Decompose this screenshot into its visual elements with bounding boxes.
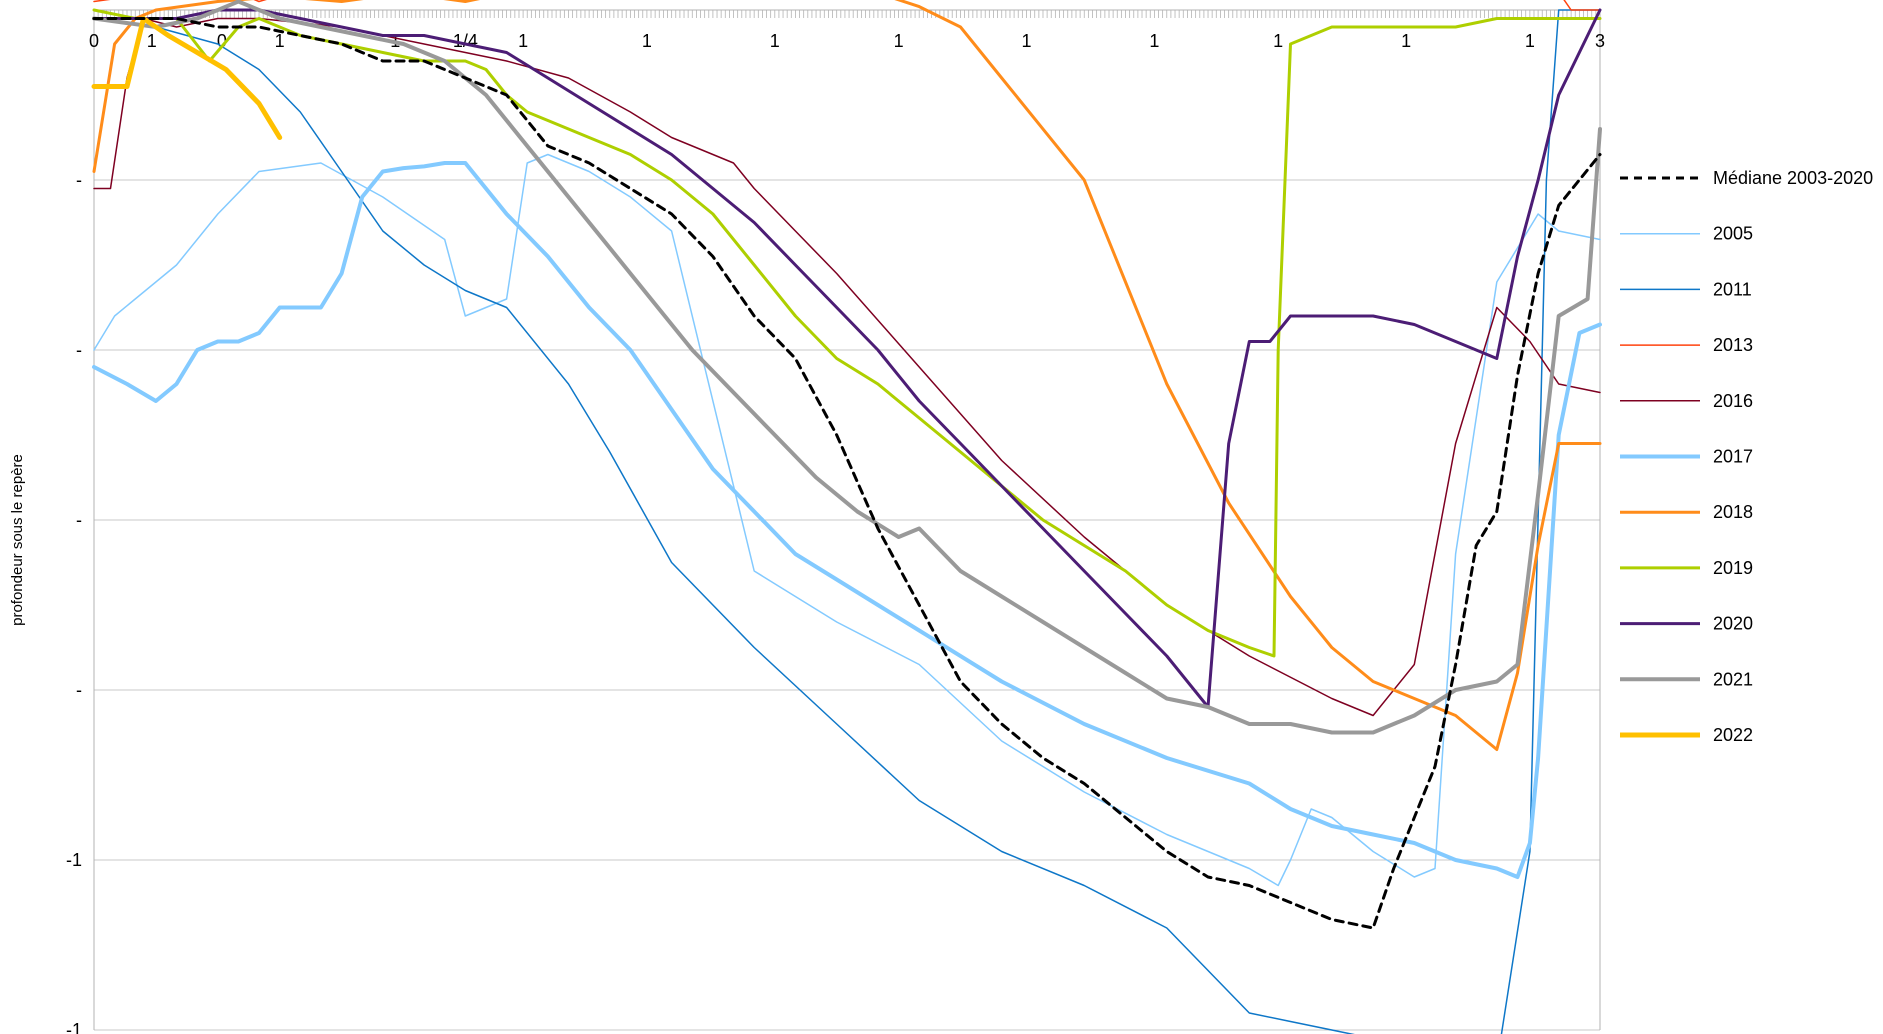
legend-label: 2018 bbox=[1713, 502, 1753, 522]
x-tick-label: 1 bbox=[894, 31, 904, 51]
y-tick-labels: - - - - -1 -1 bbox=[66, 170, 82, 1034]
series-line-2020 bbox=[92, 8, 1602, 709]
y-tick-label: -1 bbox=[66, 850, 82, 870]
series-line-2017 bbox=[92, 161, 1602, 879]
x-tick-label: 1 bbox=[518, 31, 528, 51]
legend-label: Médiane 2003-2020 bbox=[1713, 168, 1873, 188]
legend-label: 2022 bbox=[1713, 725, 1753, 745]
x-tick-label: 1 bbox=[1401, 31, 1411, 51]
x-tick-label: 1 bbox=[147, 31, 157, 51]
legend: Médiane 2003-2020 2005 2011 2013 2016 2017 201… bbox=[1620, 168, 1873, 745]
series-line-2022 bbox=[91, 16, 283, 140]
x-minor-ticks bbox=[93, 10, 1601, 18]
series-line-2019 bbox=[92, 8, 1602, 658]
y-axis-title: profondeur sous le repère bbox=[9, 454, 26, 626]
series-line-2016 bbox=[93, 17, 1601, 717]
series-line-2013 bbox=[93, 0, 1601, 11]
series-line-m-diane-2003-2020 bbox=[92, 17, 1602, 930]
x-tick-label: 0 bbox=[217, 31, 227, 51]
grid bbox=[93, 9, 1601, 1031]
legend-label: 2020 bbox=[1713, 614, 1753, 634]
y-tick-label: -1 bbox=[66, 1020, 82, 1034]
x-tick-label: 1 bbox=[1273, 31, 1283, 51]
x-tick-label: 1 bbox=[1149, 31, 1159, 51]
x-tick-label: 1 bbox=[642, 31, 652, 51]
legend-label: 2013 bbox=[1713, 335, 1753, 355]
series-line-2011 bbox=[93, 9, 1601, 1034]
x-tick-label: 0 bbox=[89, 31, 99, 51]
series-lines bbox=[91, 0, 1602, 1034]
series-line-2021 bbox=[92, 0, 1602, 735]
y-tick-label: - bbox=[76, 510, 82, 530]
x-tick-labels: 0 1 0 1 1 1/4 1 1 1 1 1 1 1 1 1 3 bbox=[89, 31, 1605, 51]
x-tick-label: 1 bbox=[275, 31, 285, 51]
y-tick-label: - bbox=[76, 680, 82, 700]
legend-label: 2011 bbox=[1713, 279, 1752, 299]
legend-label: 2005 bbox=[1713, 224, 1753, 244]
legend-label: 2019 bbox=[1713, 558, 1753, 578]
legend-label: 2016 bbox=[1713, 391, 1753, 411]
series-line-2005 bbox=[93, 153, 1601, 887]
legend-label: 2017 bbox=[1713, 447, 1753, 467]
series-line-2018 bbox=[92, 0, 1602, 751]
y-tick-label: - bbox=[76, 170, 82, 190]
x-tick-label: 1 bbox=[770, 31, 780, 51]
y-tick-label: - bbox=[76, 340, 82, 360]
x-tick-label: 1 bbox=[1021, 31, 1031, 51]
x-tick-label: 3 bbox=[1595, 31, 1605, 51]
x-tick-label: 1 bbox=[1525, 31, 1535, 51]
legend-label: 2021 bbox=[1713, 669, 1753, 689]
